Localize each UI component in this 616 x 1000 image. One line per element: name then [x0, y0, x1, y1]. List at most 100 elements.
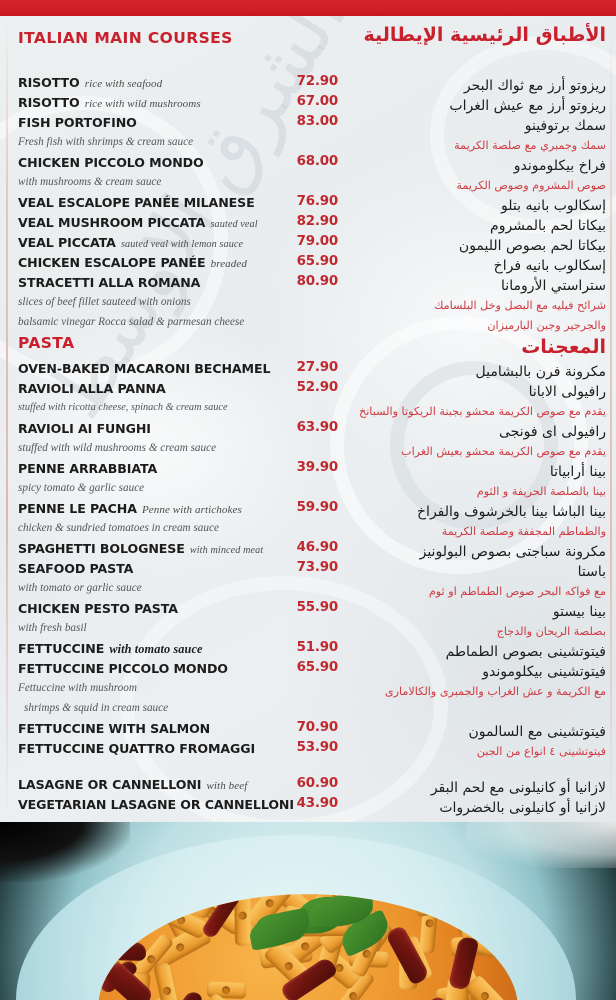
- menu-item-row[interactable]: SPAGHETTI BOLOGNESE with minced meat 46.9…: [18, 538, 338, 558]
- menu-item-price: 65.90: [296, 254, 339, 269]
- arabic-menu-column: الأطباق الرئيسية الإيطالية ريزوتو أرز مع …: [348, 0, 606, 818]
- penne-piece: [153, 962, 181, 1000]
- banner-gradient: [0, 0, 616, 16]
- menu-item-row[interactable]: RAVIOLI ALLA PANNA 52.90: [18, 378, 338, 398]
- menu-item-row[interactable]: RISOTTO rice with seafood 72.90: [18, 72, 338, 92]
- arabic-top-spacer: [348, 0, 606, 22]
- section-gap: [348, 62, 606, 76]
- menu-item-name-arabic: إسكالوب بانيه بتلو: [501, 198, 606, 214]
- menu-item-name: VEAL ESCALOPE PANÉE MILANESE: [18, 195, 255, 210]
- menu-item-description-arabic: [348, 702, 606, 722]
- menu-item-names: SPAGHETTI BOLOGNESE with minced meat: [18, 538, 263, 561]
- menu-item-description: Fresh fish with shrimps & cream sauce: [18, 136, 194, 148]
- top-red-banner: [0, 0, 616, 16]
- menu-item-row[interactable]: SEAFOOD PASTA 73.90: [18, 558, 338, 578]
- left-edge-rule: [6, 16, 8, 822]
- menu-item-name-arabic: مكرونة سباجتى بصوص البولونيز: [419, 544, 606, 560]
- menu-item-name-arabic: بيكاتا لحم بصوص الليمون: [458, 238, 606, 254]
- menu-item-row[interactable]: FETTUCCINE WITH SALMON 70.90: [18, 718, 338, 738]
- menu-item-description: Fettuccine with mushroom: [18, 682, 137, 694]
- menu-row-gap: [18, 758, 338, 774]
- menu-item-price: 73.90: [296, 560, 339, 575]
- menu-item-names: FETTUCCINE PICCOLO MONDO: [18, 658, 228, 679]
- menu-item-price: 72.90: [296, 74, 339, 89]
- menu-item-description-arabic: سمك وجمبري مع صلصة الكريمة: [454, 139, 606, 152]
- menu-item-name: RISOTTO: [18, 75, 80, 90]
- menu-item-inline-description: with tomato sauce: [109, 642, 203, 656]
- menu-item-row[interactable]: VEGETARIAN LASAGNE OR CANNELLONI 43.90: [18, 794, 338, 814]
- menu-item-name: CHICKEN PICCOLO MONDO: [18, 155, 204, 170]
- menu-item-row[interactable]: CHICKEN PESTO PASTA 55.90: [18, 598, 338, 618]
- section-title-italian-main-courses: ITALIAN MAIN COURSES: [18, 29, 233, 47]
- menu-item-description: shrimps & squid in cream sauce: [24, 702, 169, 714]
- menu-item-description: stuffed with wild mushrooms & cream sauc…: [18, 442, 217, 454]
- menu-item-names: PENNE LE PACHA Penne with artichokes: [18, 498, 242, 520]
- menu-item-row[interactable]: FETTUCCINE QUATTRO FROMAGGI 53.90: [18, 738, 338, 758]
- section-title-pasta: PASTA: [18, 334, 75, 352]
- menu-item-names: SEAFOOD PASTA: [18, 558, 133, 579]
- menu-item-inline-description: with beef: [206, 780, 248, 792]
- menu-item-price: 82.90: [296, 214, 339, 229]
- photo-corner-shadow: [0, 822, 130, 882]
- menu-item-names: LASAGNE OR CANNELLONI with beef: [18, 774, 247, 796]
- menu-item-name: CHICKEN ESCALOPE PANÉE: [18, 255, 206, 270]
- menu-item-name: SPAGHETTI BOLOGNESE: [18, 541, 185, 556]
- menu-item-description-arabic: والطماطم المجففة وصلصة الكريمة: [441, 525, 606, 538]
- menu-item-description: chicken & sundried tomatoes in cream sau…: [18, 522, 219, 534]
- menu-item-name-arabic: إسكالوب بانيه فراخ: [493, 258, 606, 274]
- menu-item-name-arabic: مكرونة فرن بالبشاميل: [475, 364, 606, 380]
- menu-item-description-arabic: يقدم مع صوص الكريمة محشو بعيش الغراب: [401, 445, 606, 458]
- menu-item-description-arabic: شرائح فيليه مع البصل وخل البلسامك: [434, 299, 606, 312]
- menu-item-description: spicy tomato & garlic sauce: [18, 482, 145, 494]
- menu-item-inline-description: Penne with artichokes: [141, 504, 242, 516]
- menu-item-row[interactable]: VEAL MUSHROOM PICCATA sauted veal 82.90: [18, 212, 338, 232]
- menu-item-name: STRACETTI ALLA ROMANA: [18, 275, 201, 290]
- menu-item-name-arabic: ستراستي الأرومانا: [501, 278, 606, 294]
- menu-item-row[interactable]: STRACETTI ALLA ROMANA 80.90: [18, 272, 338, 292]
- menu-item-row[interactable]: FETTUCCINE PICCOLO MONDO 65.90: [18, 658, 338, 678]
- menu-item-row[interactable]: PENNE LE PACHA Penne with artichokes 59.9…: [18, 498, 338, 518]
- menu-item-description-arabic: يقدم مع صوص الكريمة محشو بجبنة الريكوتا …: [358, 405, 606, 418]
- menu-item-name: FETTUCCINE PICCOLO MONDO: [18, 661, 228, 676]
- menu-item-description-arabic: بصلصة الريحان والدجاج: [496, 625, 606, 638]
- menu-item-row[interactable]: CHICKEN ESCALOPE PANÉE breaded 65.90: [18, 252, 338, 272]
- menu-item-name-arabic: رافيولى اى فونجى: [498, 424, 606, 440]
- dish-photo: [0, 822, 616, 1000]
- menu-item-price: 67.00: [296, 94, 339, 109]
- menu-item-name: RAVIOLI AI FUNGHI: [18, 421, 151, 436]
- photo-corner-highlight: [466, 822, 616, 868]
- menu-item-price: 59.90: [296, 500, 339, 515]
- menu-item-row[interactable]: FETTUCCINE with tomato sauce 51.90: [18, 638, 338, 658]
- menu-item-row[interactable]: VEAL ESCALOPE PANÉE MILANESE 76.90: [18, 192, 338, 212]
- right-edge-rule: [610, 16, 612, 822]
- menu-item-row[interactable]: OVEN-BAKED MACARONI BECHAMEL 27.90: [18, 358, 338, 378]
- menu-item-row[interactable]: VEAL PICCATA sauted veal with lemon sauc…: [18, 232, 338, 252]
- sundried-tomato-piece: [98, 941, 147, 962]
- menu-item-row[interactable]: FISH PORTOFINO 83.00: [18, 112, 338, 132]
- menu-item-price: 39.90: [296, 460, 339, 475]
- menu-item-name: VEGETARIAN LASAGNE OR CANNELLONI: [18, 797, 294, 812]
- menu-item-description-arabic: صوص المشروم وصوص الكريمة: [456, 179, 606, 192]
- menu-item-names: VEAL ESCALOPE PANÉE MILANESE: [18, 192, 255, 213]
- menu-item-name-arabic: فيتوتشينى بصوص الطماطم: [445, 644, 606, 660]
- menu-item-name-arabic: لازانيا أو كانيلونى مع لحم البقر: [430, 780, 606, 796]
- menu-item-price: 53.90: [296, 740, 339, 755]
- menu-item-price: 65.90: [296, 660, 339, 675]
- menu-item-name-arabic: ريزوتو أرز مع عيش الغراب: [449, 98, 606, 114]
- menu-item-row[interactable]: PENNE ARRABBIATA 39.90: [18, 458, 338, 478]
- menu-item-inline-description: rice with wild mushrooms: [84, 98, 201, 110]
- menu-item-description: with fresh basil: [18, 622, 87, 634]
- english-top-spacer: [18, 0, 338, 28]
- menu-item-names: RISOTTO rice with seafood: [18, 72, 162, 94]
- menu-item-names: RISOTTO rice with wild mushrooms: [18, 92, 201, 114]
- menu-item-name: VEAL PICCATA: [18, 235, 116, 250]
- menu-item-names: RAVIOLI ALLA PANNA: [18, 378, 166, 399]
- menu-item-description: with tomato or garlic sauce: [18, 582, 142, 594]
- menu-item-name: FETTUCCINE QUATTRO FROMAGGI: [18, 741, 256, 756]
- menu-item-row[interactable]: CHICKEN PICCOLO MONDO 68.00: [18, 152, 338, 172]
- menu-item-row[interactable]: LASAGNE OR CANNELLONI with beef 60.90: [18, 774, 338, 794]
- menu-item-names: CHICKEN ESCALOPE PANÉE breaded: [18, 252, 247, 274]
- menu-item-row[interactable]: RISOTTO rice with wild mushrooms 67.00: [18, 92, 338, 112]
- menu-item-row[interactable]: RAVIOLI AI FUNGHI 63.90: [18, 418, 338, 438]
- menu-item-name-arabic: سمك برتوفينو: [524, 118, 606, 134]
